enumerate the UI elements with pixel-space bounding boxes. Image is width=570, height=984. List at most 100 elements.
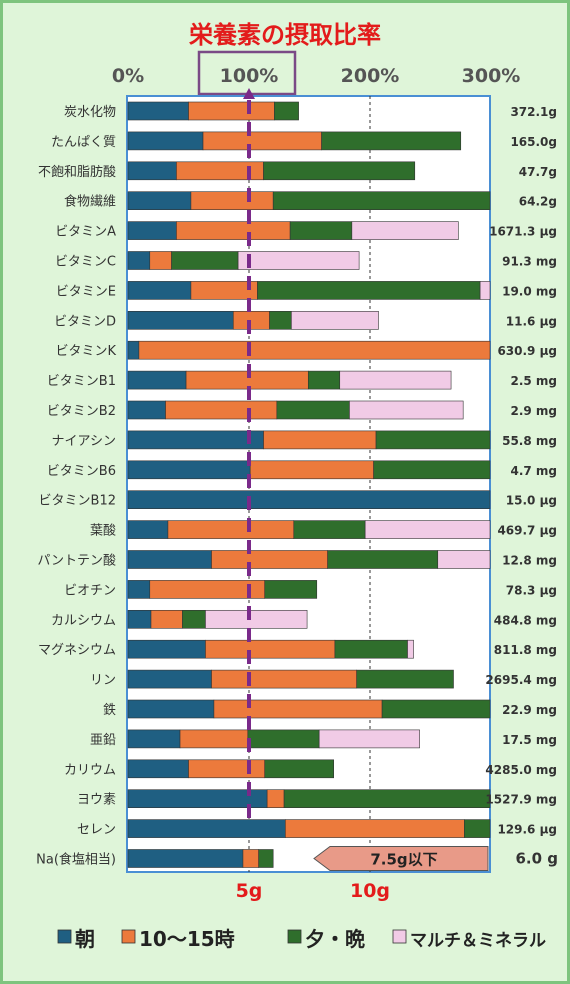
- total-value-label: 6.0 g: [515, 850, 558, 868]
- bar-segment: [127, 101, 189, 121]
- total-value-label: 2695.4 mg: [485, 673, 557, 687]
- bar-segment: [127, 639, 206, 659]
- total-value-label: 1671.3 μg: [489, 225, 557, 239]
- total-value-label: 811.8 mg: [494, 643, 557, 657]
- category-label: ビタミンE: [56, 284, 116, 299]
- bar-segment: [349, 400, 464, 420]
- sodium-limit-arrow: [313, 846, 489, 871]
- bar-segment: [263, 430, 377, 450]
- bar-segment: [127, 400, 166, 420]
- category-label: たんぱく質: [51, 135, 116, 150]
- bar-segment: [318, 729, 420, 749]
- bar-segment: [264, 759, 335, 779]
- bar-segment: [127, 221, 177, 240]
- bar-segment: [269, 310, 292, 330]
- total-value-label: 91.3 mg: [502, 255, 557, 269]
- category-label: 炭水化物: [64, 105, 116, 120]
- bar-segment: [127, 729, 181, 749]
- bar-segment: [249, 460, 374, 480]
- bar-segment: [149, 251, 172, 270]
- bar-segment: [258, 849, 274, 868]
- bar-segment: [213, 699, 383, 719]
- bar-segment: [127, 161, 177, 181]
- bar-segment: [407, 639, 414, 659]
- bar-segment: [190, 191, 274, 210]
- category-label: カリウム: [64, 763, 116, 778]
- total-value-label: 469.7 μg: [497, 524, 557, 538]
- bar-segment: [205, 639, 336, 659]
- bar-segment: [165, 400, 278, 420]
- chart-title: 栄養素の摂取比率: [188, 21, 381, 49]
- bar-segment: [127, 550, 212, 569]
- total-value-label: 2.9 mg: [510, 404, 557, 418]
- bar-segment: [127, 609, 152, 629]
- total-value-label: 55.8 mg: [502, 434, 557, 448]
- total-value-label: 129.6 μg: [497, 823, 557, 837]
- bar-segment: [479, 281, 491, 300]
- category-label: ビタミンB2: [47, 404, 116, 419]
- bar-segment: [188, 101, 275, 121]
- bar-segment: [127, 819, 286, 838]
- bar-segment: [127, 340, 140, 360]
- total-value-label: 19.0 mg: [502, 284, 557, 298]
- sodium-limit-label: 7.5g以下: [370, 851, 437, 869]
- total-value-label: 165.0g: [510, 135, 557, 149]
- bar-segment: [127, 251, 151, 270]
- x-tick-label: 300%: [462, 65, 521, 87]
- legend-label: 10～15時: [139, 927, 235, 951]
- bar-segment: [437, 550, 491, 569]
- legend-label: 朝: [75, 927, 95, 951]
- bar-segment: [373, 460, 491, 480]
- category-label: ビタミンD: [54, 314, 116, 329]
- bar-segment: [291, 310, 379, 330]
- bar-segment: [127, 191, 192, 210]
- total-value-label: 64.2g: [519, 195, 557, 209]
- bar-segment: [127, 460, 251, 480]
- bar-segment: [127, 699, 215, 719]
- bar-segment: [167, 520, 295, 539]
- legend-label: 夕・晩: [305, 927, 365, 951]
- bar-segment: [188, 759, 266, 779]
- plot-area: [126, 95, 491, 873]
- total-value-label: 630.9 μg: [497, 344, 557, 358]
- bar-segment: [283, 789, 491, 809]
- bar-segment: [127, 520, 169, 539]
- category-label: 亜鉛: [90, 733, 116, 748]
- bar-segment: [127, 430, 264, 450]
- bar-segment: [339, 370, 452, 390]
- bar-segment: [127, 370, 187, 390]
- bar-segment: [171, 251, 239, 270]
- bar-segment: [242, 849, 259, 868]
- bar-segment: [257, 281, 481, 300]
- total-value-label: 2.5 mg: [510, 374, 557, 388]
- bar-segment: [127, 849, 244, 868]
- bar-segment: [138, 340, 491, 360]
- bar-segment: [321, 131, 462, 151]
- bar-segment: [202, 131, 322, 151]
- category-label: ビタミンB1: [47, 374, 116, 389]
- total-value-label: 484.8 mg: [494, 613, 557, 627]
- x-tick-label: 200%: [341, 65, 400, 87]
- bar-segment: [127, 131, 204, 151]
- bar-segment: [284, 819, 465, 838]
- total-value-label: 12.8 mg: [502, 554, 557, 568]
- total-value-label: 4.7 mg: [510, 464, 557, 478]
- x-tick-label: 100%: [220, 65, 279, 87]
- bar-segment: [266, 789, 285, 809]
- legend-swatch: [392, 929, 407, 944]
- category-label: ヨウ素: [77, 793, 116, 808]
- category-label: 鉄: [103, 703, 116, 718]
- bar-segment: [237, 251, 360, 270]
- legend-swatch: [287, 929, 302, 944]
- bar-segment: [356, 669, 454, 689]
- sodium-scale-label: 5g: [236, 880, 263, 902]
- category-label: ビタミンK: [55, 344, 116, 359]
- category-label: ビオチン: [64, 583, 116, 598]
- bar-segment: [364, 520, 491, 539]
- bar-segment: [264, 580, 318, 599]
- total-value-label: 15.0 μg: [506, 494, 557, 508]
- bar-segment: [232, 310, 270, 330]
- bar-segment: [127, 580, 151, 599]
- bar-segment: [327, 550, 439, 569]
- bar-segment: [276, 400, 350, 420]
